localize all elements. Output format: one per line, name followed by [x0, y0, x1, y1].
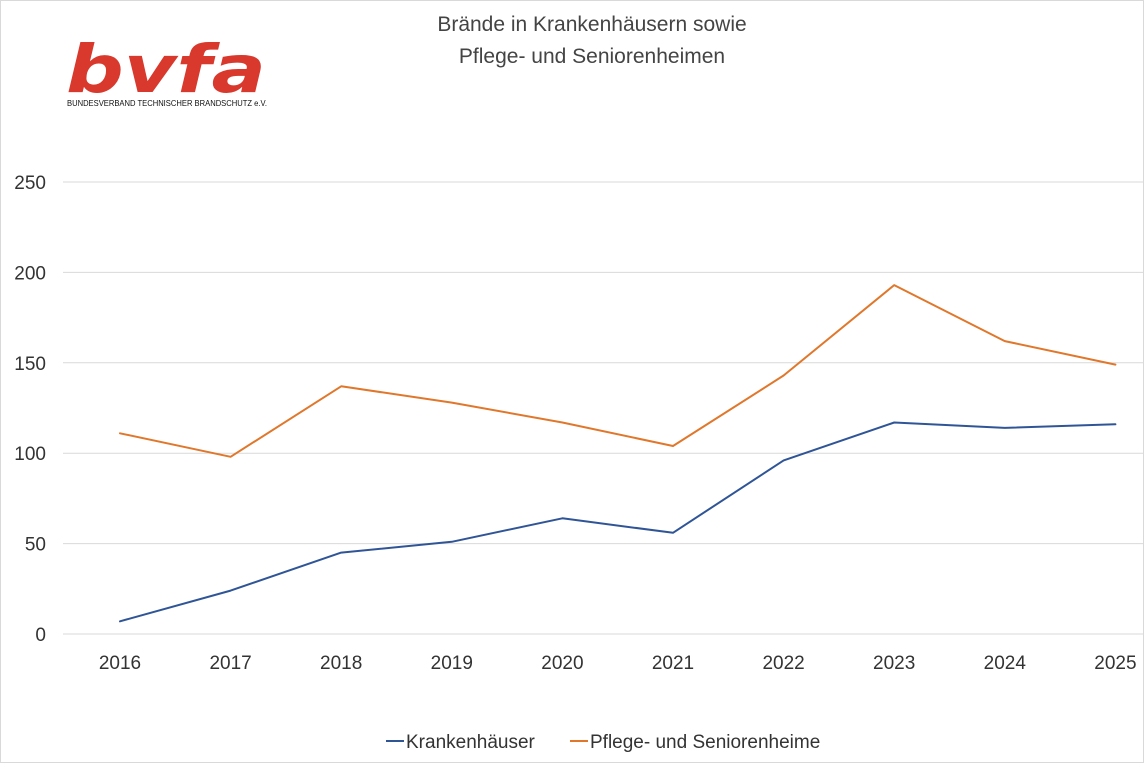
x-tick-label: 2018: [320, 653, 362, 674]
bvfa-logo: bvfa BUNDESVERBAND TECHNISCHER BRANDSCHU…: [66, 31, 267, 108]
legend-label: Krankenhäuser: [406, 732, 536, 753]
chart-title-line-2: Pflege- und Seniorenheimen: [459, 45, 725, 68]
series-group: [119, 284, 1117, 623]
x-tick-label: 2022: [762, 653, 804, 674]
logo-wordmark: bvfa: [66, 31, 266, 108]
x-tick-label: 2025: [1094, 653, 1136, 674]
x-tick-label: 2016: [99, 653, 141, 674]
y-tick-label: 100: [14, 444, 46, 465]
x-tick-label: 2017: [209, 653, 251, 674]
legend: Krankenhäuser Pflege- und Seniorenheime: [386, 732, 820, 753]
x-tick-label: 2023: [873, 653, 915, 674]
y-tick-label: 50: [25, 535, 46, 556]
y-tick-label: 0: [35, 625, 46, 646]
y-axis: 0 50 100 150 200 250: [14, 173, 46, 646]
gridlines: [63, 181, 1144, 635]
x-tick-label: 2024: [984, 653, 1027, 674]
chart-title-line-1: Brände in Krankenhäusern sowie: [437, 13, 746, 36]
series-line-1: [119, 421, 1117, 623]
x-axis: 2016 2017 2018 2019 2020 2021 2022 2023 2024 2025: [99, 653, 1137, 674]
series-line-2: [119, 284, 1117, 458]
y-tick-label: 150: [14, 354, 46, 375]
y-tick-label: 200: [14, 263, 46, 284]
legend-label: Pflege- und Seniorenheime: [590, 732, 820, 753]
logo-subtitle: BUNDESVERBAND TECHNISCHER BRANDSCHUTZ e.…: [67, 98, 267, 108]
x-tick-label: 2020: [541, 653, 583, 674]
x-tick-label: 2021: [652, 653, 694, 674]
y-tick-label: 250: [14, 173, 46, 194]
x-tick-label: 2019: [431, 653, 473, 674]
